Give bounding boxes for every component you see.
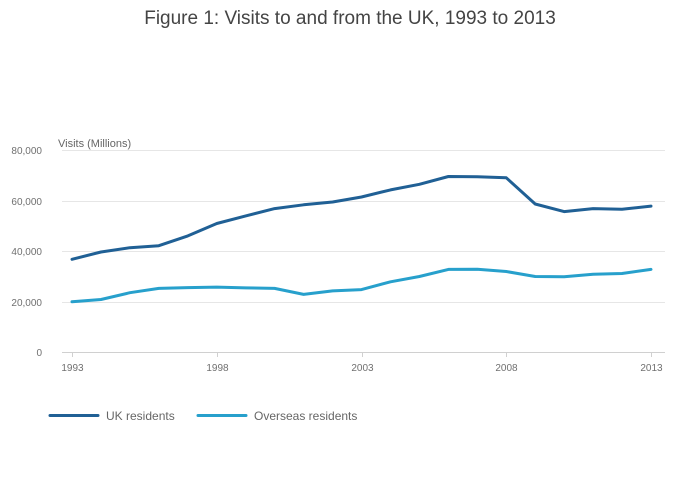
series-line-overseas-residents: [70, 267, 653, 304]
x-tick-label: 1993: [61, 363, 84, 374]
legend[interactable]: UK residents Overseas residents: [48, 409, 357, 423]
legend-label: UK residents: [106, 409, 175, 423]
x-axis-ticks: 1993 1998 2003 2008 2013: [61, 352, 663, 374]
y-axis-label: Visits (Millions): [58, 138, 131, 150]
y-tick-label: 80,000: [11, 146, 42, 157]
x-tick-label: 2013: [640, 363, 663, 374]
x-tick-label: 2003: [351, 363, 374, 374]
legend-item[interactable]: Overseas residents: [196, 409, 357, 423]
y-tick-label: 60,000: [11, 197, 42, 208]
legend-label: Overseas residents: [254, 409, 357, 423]
legend-item[interactable]: UK residents: [48, 409, 175, 423]
y-tick-label: 40,000: [11, 247, 42, 258]
x-tick-label: 2008: [495, 363, 518, 374]
gridlines: [62, 150, 665, 303]
series-line-uk-residents: [70, 175, 653, 261]
series-lines: [70, 175, 653, 304]
y-axis-ticks: 0 20,000 40,000 60,000 80,000: [11, 146, 42, 359]
y-tick-label: 20,000: [11, 298, 42, 309]
y-tick-label: 0: [36, 348, 42, 359]
x-tick-label: 1998: [206, 363, 229, 374]
chart-title: Figure 1: Visits to and from the UK, 199…: [144, 8, 556, 29]
